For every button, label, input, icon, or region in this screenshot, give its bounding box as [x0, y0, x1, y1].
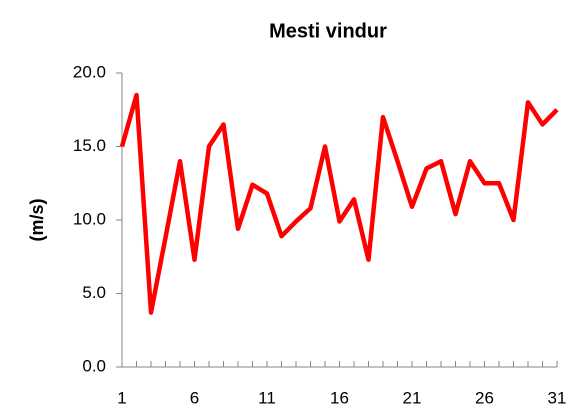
x-tick-label: 26	[475, 388, 494, 407]
y-tick-label: 10.0	[73, 209, 106, 228]
y-tick-label: 20.0	[73, 62, 106, 81]
y-axis-label: (m/s)	[27, 198, 47, 241]
x-tick-label: 11	[258, 388, 276, 407]
x-tick-label: 1	[117, 388, 126, 407]
y-tick-label: 5.0	[82, 283, 106, 302]
data-line	[119, 92, 559, 315]
x-tick-label: 31	[548, 388, 567, 407]
y-tick-label: 15.0	[73, 136, 106, 155]
x-tick-label: 6	[190, 388, 199, 407]
x-tick-label: 16	[330, 388, 349, 407]
x-tick-label: 21	[403, 388, 422, 407]
chart-title: Mesti vindur	[269, 20, 387, 42]
y-tick-label: 0.0	[82, 356, 106, 375]
